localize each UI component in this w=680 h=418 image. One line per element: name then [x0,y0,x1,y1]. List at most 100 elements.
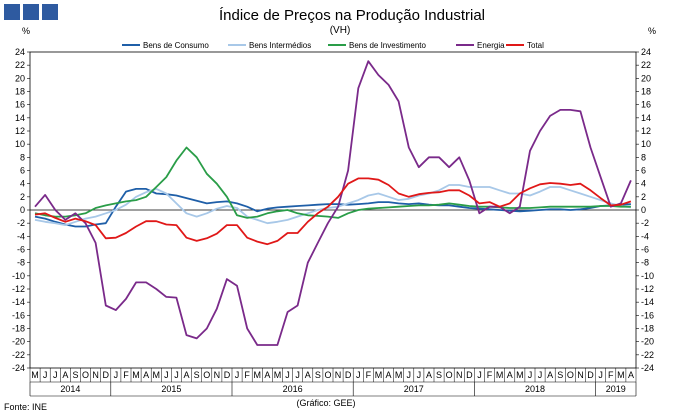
x-month-label: D [466,370,473,380]
y-tick-label-right: -12 [641,284,654,294]
x-month-label: J [174,370,179,380]
x-month-label: O [203,370,210,380]
series-line-bens-de-investimento [34,146,631,219]
x-month-label: O [446,370,453,380]
y-tick-label-left: -12 [12,284,25,294]
x-month-label: M [516,370,524,380]
y-tick-label-left: 10 [15,139,25,149]
y-tick-label-left: 0 [20,205,25,215]
y-tick-label-left: -24 [12,363,25,373]
x-month-label: M [274,370,282,380]
x-month-label: A [547,370,553,380]
y-tick-label-right: -14 [641,297,654,307]
y-tick-label-left: 6 [20,166,25,176]
x-month-label: A [143,370,149,380]
x-month-label: J [43,370,48,380]
x-month-label: M [375,370,383,380]
x-month-label: N [456,370,463,380]
x-month-label: F [244,370,250,380]
y-tick-label-right: -10 [641,271,654,281]
x-month-label: S [557,370,563,380]
y-tick-label-right: -8 [641,258,649,268]
y-tick-label-right: 8 [641,152,646,162]
y-tick-label-left: 12 [15,126,25,136]
x-month-label: F [487,370,493,380]
x-month-label: N [92,370,99,380]
x-month-label: D [345,370,352,380]
y-tick-label-left: -8 [17,258,25,268]
chart-title: Índice de Preços na Produção Industrial [219,7,485,24]
legend: Bens de Consumo Bens Intermédios Bens de I… [122,41,544,50]
x-month-label: M [31,370,39,380]
y-tick-label-left: 22 [15,60,25,70]
y-tick-label-left: -14 [12,297,25,307]
y-tick-label-right: 0 [641,205,646,215]
x-month-label: J [528,370,533,380]
y-tick-label-right: -2 [641,218,649,228]
y-tick-label-right: 18 [641,87,651,97]
y-tick-label-left: -10 [12,271,25,281]
x-year-label: 2017 [404,384,424,394]
y-tick-label-left: 18 [15,87,25,97]
x-month-label: F [608,370,614,380]
x-month-label: M [496,370,504,380]
x-month-label: J [538,370,543,380]
y-tick-label-right: -18 [641,324,654,334]
y-tick-label-left: 8 [20,152,25,162]
x-month-label: J [407,370,412,380]
y-tick-label-right: -24 [641,363,654,373]
y-tick-label-left: 2 [20,192,25,202]
y-tick-label-right: 6 [641,166,646,176]
y-tick-label-right: 10 [641,139,651,149]
y-tick-label-right: -20 [641,337,654,347]
x-month-label: J [235,370,240,380]
x-month-label: N [335,370,342,380]
legend-label-energia: Energia [477,41,505,50]
x-month-label: F [366,370,372,380]
y-tick-label-right: 2 [641,192,646,202]
logo-square [4,4,20,20]
logo-square [23,4,39,20]
x-month-label: J [164,370,169,380]
y-tick-label-right: -16 [641,310,654,320]
y-tick-label-right: -6 [641,245,649,255]
x-month-label: O [567,370,574,380]
y-tick-label-left: 24 [15,47,25,57]
x-month-label: N [577,370,584,380]
x-month-label: A [184,370,190,380]
y-tick-label-left: -18 [12,324,25,334]
x-month-label: S [315,370,321,380]
y-tick-label-right: -22 [641,350,654,360]
legend-label-bens-de-consumo: Bens de Consumo [143,41,209,50]
y-tick-label-right: 22 [641,60,651,70]
y-axis-label-right: % [648,26,656,36]
y-tick-label-right: 14 [641,113,651,123]
x-month-label: O [324,370,331,380]
y-axis-label-left: % [22,26,30,36]
x-year-label: 2015 [161,384,181,394]
x-month-label: S [72,370,78,380]
x-year-label: 2018 [525,384,545,394]
logo-square [42,4,58,20]
series-line-total [34,177,632,246]
y-tick-label-left: -22 [12,350,25,360]
y-tick-label-right: 24 [641,47,651,57]
x-month-label: A [628,370,634,380]
legend-label-total: Total [527,41,544,50]
y-tick-label-left: 20 [15,73,25,83]
y-tick-label-left: -16 [12,310,25,320]
series-line-bens-de-consumo [34,187,631,228]
legend-label-bens-de-investimento: Bens de Investimento [349,41,426,50]
x-month-label: J [598,370,603,380]
series-line-energia [34,60,632,346]
x-month-label: J [114,370,119,380]
x-month-label: D [224,370,231,380]
y-tick-label-right: 20 [641,73,651,83]
x-year-label: 2016 [283,384,303,394]
x-month-label: D [103,370,110,380]
y-tick-label-left: 14 [15,113,25,123]
x-month-label: M [395,370,403,380]
x-month-label: A [264,370,270,380]
x-month-label: J [285,370,290,380]
